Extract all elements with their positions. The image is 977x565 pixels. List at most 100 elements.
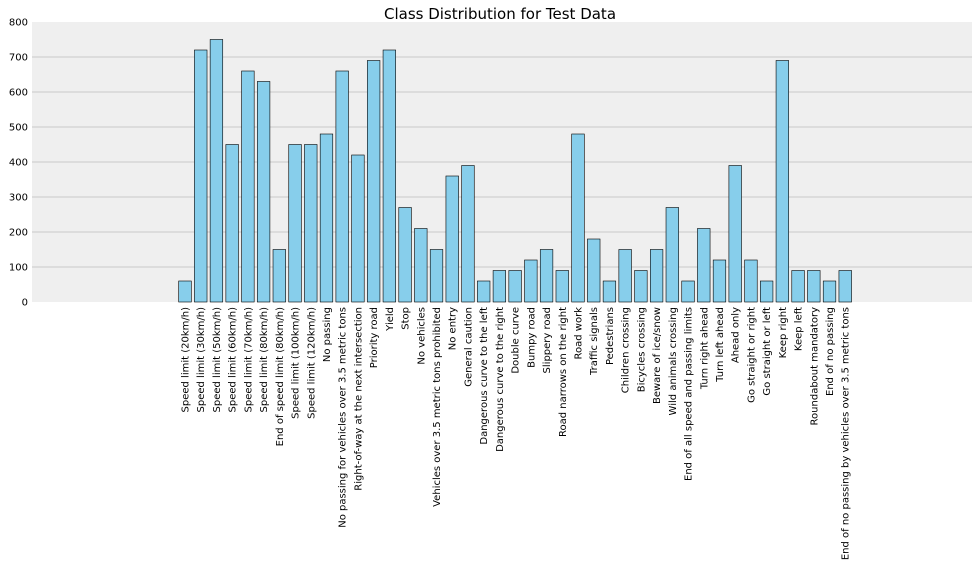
bar — [288, 144, 302, 303]
x-tick-label: Slippery road — [542, 307, 553, 373]
bar — [571, 133, 585, 303]
x-tick-label: No vehicles — [416, 307, 427, 365]
x-tick-label: Dangerous curve to the right — [495, 307, 506, 452]
x-tick-label: Vehicles over 3.5 metric tons prohibited — [432, 307, 443, 507]
x-tick-label: Go straight or right — [746, 307, 757, 403]
x-tick-label: Turn right ahead — [699, 307, 710, 390]
x-tick-label: No passing for vehicles over 3.5 metric … — [338, 307, 349, 528]
bar — [649, 249, 664, 303]
x-tick-label: Speed limit (70km/h) — [243, 307, 254, 413]
x-tick-label: End of no passing by vehicles over 3.5 m… — [841, 307, 852, 560]
x-tick-label: Bumpy road — [526, 307, 537, 368]
x-tick-label: Pedestrians — [605, 307, 616, 365]
x-tick-label: No entry — [448, 307, 459, 350]
y-tick-label: 0 — [22, 298, 28, 309]
x-tick-label: Road narrows on the right — [558, 307, 569, 437]
bar — [319, 133, 334, 303]
bar — [225, 144, 239, 303]
x-tick-label: Speed limit (120km/h) — [306, 307, 317, 419]
bar — [728, 165, 742, 303]
y-tick-label: 600 — [9, 88, 28, 99]
bar — [272, 249, 286, 303]
bar — [634, 270, 648, 303]
x-tick-label: Ahead only — [731, 307, 742, 363]
bar — [822, 280, 837, 303]
x-tick-label: End of speed limit (80km/h) — [275, 307, 286, 446]
bar — [602, 280, 617, 303]
x-tick-label: Speed limit (20km/h) — [181, 307, 192, 413]
x-tick-label: General caution — [463, 307, 474, 387]
bar — [304, 144, 318, 303]
bar — [382, 49, 396, 303]
chart-title: Class Distribution for Test Data — [384, 5, 616, 23]
y-axis-ticks: 0 100 200 300 400 500 600 700 800 — [9, 18, 28, 309]
x-tick-label: Roundabout mandatory — [809, 307, 820, 426]
grid-lines — [32, 56, 972, 268]
bar — [744, 259, 758, 303]
x-tick-label: Yield — [385, 307, 396, 332]
x-tick-label: Turn left ahead — [715, 307, 726, 383]
bar — [838, 270, 852, 303]
x-tick-label: Road work — [574, 307, 585, 360]
x-axis-ticks: Speed limit (20km/h) Speed limit (30km/h)… — [181, 307, 852, 560]
x-tick-label: End of all speed and passing limits — [684, 307, 695, 481]
x-tick-label: Go straight or left — [762, 307, 773, 396]
y-tick-label: 500 — [9, 123, 28, 134]
bar — [398, 207, 412, 303]
x-tick-label: Speed limit (50km/h) — [212, 307, 223, 413]
bar — [539, 249, 554, 303]
x-tick-label: Speed limit (100km/h) — [291, 307, 302, 419]
bar — [760, 280, 774, 303]
bar — [429, 249, 444, 303]
x-tick-label: Speed limit (80km/h) — [259, 307, 270, 413]
y-tick-label: 300 — [9, 193, 28, 204]
bar — [178, 280, 192, 303]
x-tick-label: Stop — [401, 307, 412, 330]
x-tick-label: Bicycles crossing — [636, 307, 647, 392]
x-tick-label: Wild animals crossing — [668, 307, 679, 415]
x-tick-label: Speed limit (60km/h) — [228, 307, 239, 413]
bar — [555, 270, 569, 303]
x-tick-label: Children crossing — [621, 307, 632, 393]
bar — [477, 280, 491, 303]
bar — [775, 60, 789, 303]
bar — [618, 249, 632, 303]
bar — [241, 70, 255, 303]
bar — [681, 280, 695, 303]
bar — [335, 70, 349, 303]
bar — [194, 49, 208, 303]
bar — [524, 259, 538, 303]
bar — [492, 270, 507, 303]
x-tick-label: Double curve — [511, 307, 522, 374]
y-tick-label: 700 — [9, 53, 28, 64]
x-tick-label: Traffic signals — [589, 307, 600, 376]
y-tick-label: 200 — [9, 228, 28, 239]
x-tick-label: Dangerous curve to the left — [479, 307, 490, 445]
y-tick-label: 100 — [9, 263, 28, 274]
x-tick-label: Speed limit (30km/h) — [196, 307, 207, 413]
x-tick-label: Keep right — [778, 307, 789, 358]
y-tick-label: 800 — [9, 18, 28, 29]
bar — [461, 165, 475, 303]
bar — [508, 270, 522, 303]
y-tick-label: 400 — [9, 158, 28, 169]
bar — [256, 81, 271, 303]
bar — [367, 60, 381, 303]
bar — [665, 207, 679, 303]
bar — [414, 228, 428, 303]
x-tick-label: Keep left — [794, 307, 805, 351]
x-tick-label: End of no passing — [825, 307, 836, 396]
x-tick-label: Right-of-way at the next intersection — [353, 307, 364, 491]
bar — [351, 154, 365, 303]
bar — [791, 270, 805, 303]
bar — [209, 39, 224, 303]
x-tick-label: Priority road — [369, 307, 380, 368]
bar — [697, 228, 711, 303]
bar — [587, 238, 601, 303]
x-tick-label: No passing — [322, 307, 333, 362]
bar — [712, 259, 727, 303]
x-tick-label: Beware of ice/snow — [652, 307, 663, 404]
bar — [445, 175, 459, 303]
bar — [807, 270, 821, 303]
